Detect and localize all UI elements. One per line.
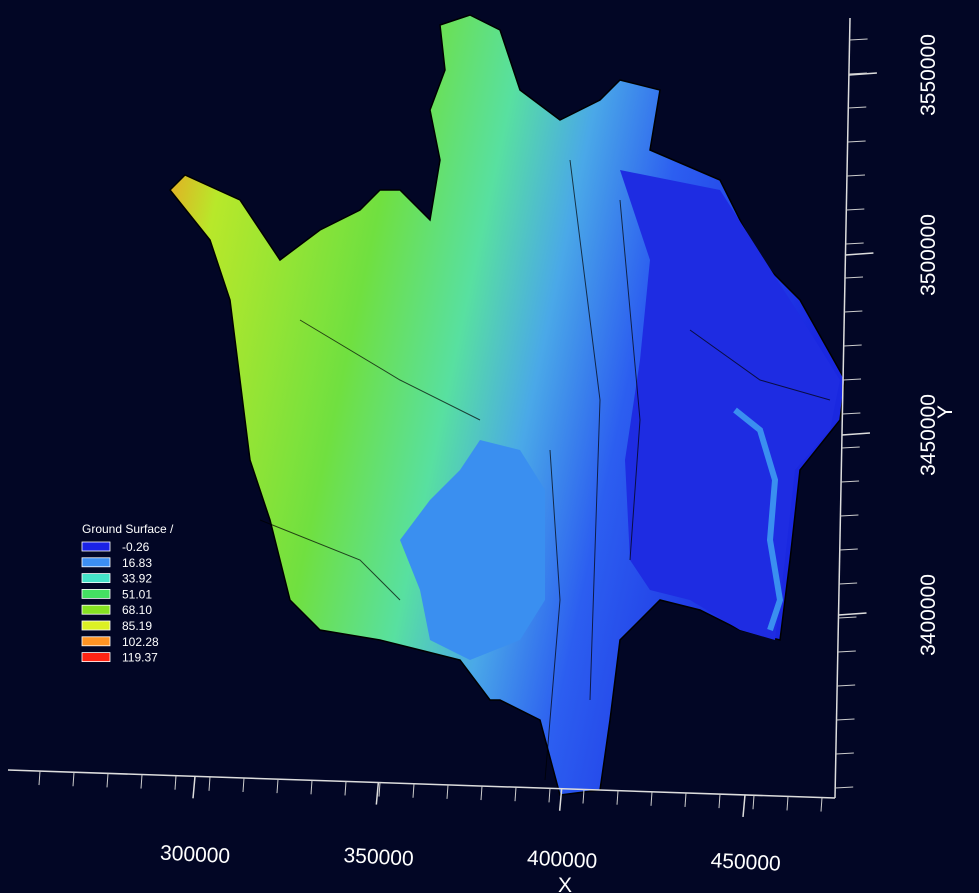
legend-label: 68.10: [122, 603, 152, 617]
x-tick-label: 400000: [527, 847, 598, 874]
legend-label: 119.37: [122, 651, 158, 665]
legend-swatch: [82, 621, 110, 630]
legend-label: 16.83: [122, 556, 152, 570]
x-axis-title: X: [558, 874, 572, 893]
legend-swatch: [82, 589, 110, 598]
x-tick-label: 450000: [710, 849, 781, 876]
legend-swatch: [82, 558, 110, 567]
y-axis-title: Y: [934, 405, 957, 419]
x-tick-label: 350000: [343, 844, 414, 871]
legend-label: 51.01: [122, 587, 152, 601]
legend-label: -0.26: [122, 540, 150, 554]
legend-swatch: [82, 574, 110, 583]
map-view: 300000350000400000450000 340000034500003…: [0, 0, 979, 893]
legend-swatch: [82, 653, 110, 662]
legend-label: 102.28: [122, 635, 159, 649]
legend-title: Ground Surface /: [82, 522, 174, 536]
legend-swatch: [82, 637, 110, 646]
y-tick-label: 3500000: [917, 214, 940, 296]
legend-swatch: [82, 542, 110, 551]
y-tick-label: 3550000: [917, 34, 940, 116]
legend-label: 33.92: [122, 572, 152, 586]
legend-swatch: [82, 605, 110, 614]
x-tick-label: 300000: [159, 842, 230, 869]
y-tick-label: 3400000: [917, 574, 940, 656]
legend-label: 85.19: [122, 619, 152, 633]
